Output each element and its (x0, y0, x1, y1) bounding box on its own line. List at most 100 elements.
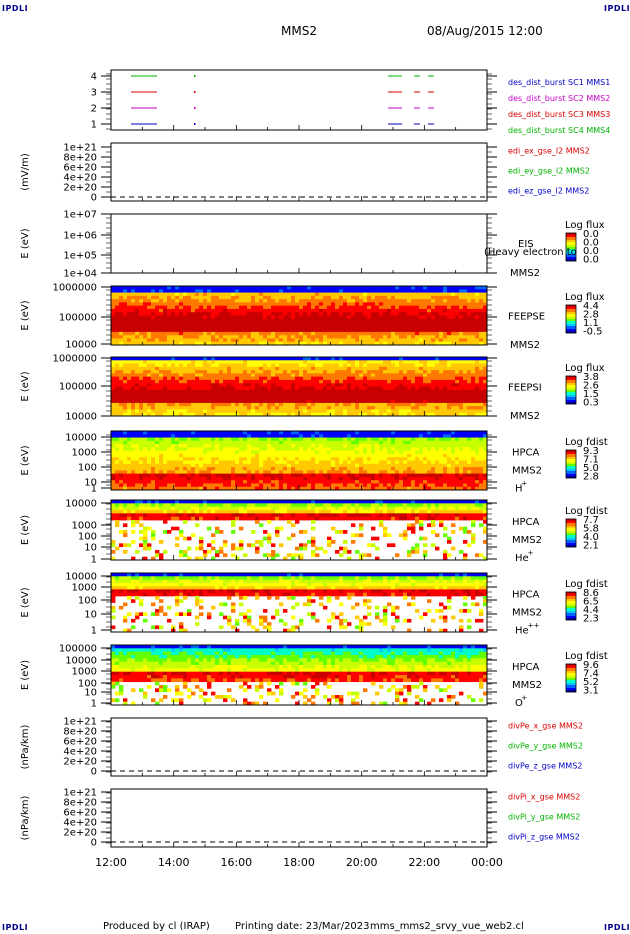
instrument-label: FEEPSE (508, 312, 545, 323)
xtick-label: 18:00 (283, 856, 315, 869)
instrument-label: HPCA (512, 517, 540, 528)
ylabel-feepsi: E (eV) (20, 371, 31, 401)
legend-edi-2: edi_ey_gse_l2 MMS2 (508, 167, 590, 176)
legend-divpi-2: divPi_y_gse MMS2 (508, 813, 580, 822)
legend-divpi-3: divPi_z_gse MMS2 (508, 833, 580, 842)
xtick-label: 22:00 (408, 856, 440, 869)
ytick-label-hpca-hepp: 10000 (65, 572, 97, 583)
ytick-label-hpca-hepp: 10 (84, 610, 97, 621)
ytick-label-burst: 1 (91, 120, 97, 131)
panel-hpca-h (101, 430, 577, 491)
instrument-sublabel: (Heavy electron to (484, 247, 577, 258)
corner-label-top-left: IPDLI (2, 4, 29, 13)
ytick-label-hpca-h: 100 (78, 463, 97, 474)
colorbar-tick-eis: 0.0 (583, 246, 599, 257)
ytick-label-divpi: 6e+20 (63, 808, 97, 819)
ytick-label-divpe: 0 (91, 767, 97, 778)
ytick-label-hpca-o: 100 (78, 679, 97, 690)
colorbar-tick-feepsi: 3.8 (583, 372, 599, 383)
species-charge: + (528, 549, 534, 557)
ylabel-hpca-hepp: E (eV) (20, 587, 31, 617)
ytick-label-hpca-hepp: 100 (78, 596, 97, 607)
ytick-label-hpca-hepp: 1000 (72, 583, 97, 594)
colorbar-title-hpca-h: Log fdist (565, 437, 608, 448)
legend-divpe-1: divPe_x_gse MMS2 (508, 722, 583, 731)
ytick-label-feepsi: 100000 (59, 382, 97, 393)
colorbar-tick-hpca-o: 3.1 (583, 686, 599, 697)
legend-burst-4: des_dist_burst SC4 MMS4 (508, 126, 610, 135)
colorbar-tick-hpca-h: 5.0 (583, 463, 599, 474)
panel-feepsi (101, 356, 577, 417)
colorbar-tick-hpca-he: 2.1 (583, 541, 599, 552)
ytick-label-feepse: 100000 (59, 313, 97, 324)
ytick-label-divpe: 8e+20 (63, 727, 97, 738)
xtick-label: 12:00 (95, 856, 127, 869)
ytick-label-feepsi: 10000 (65, 412, 97, 423)
legend-divpe-3: divPe_z_gse MMS2 (508, 762, 582, 771)
colorbar-title-feepse: Log flux (565, 292, 605, 303)
xtick-label: 14:00 (158, 856, 190, 869)
ytick-label-divpe: 4e+20 (63, 747, 97, 758)
colorbar-title-hpca-hepp: Log fdist (565, 579, 608, 590)
colorbar-title-hpca-he: Log fdist (565, 506, 608, 517)
date-title: 08/Aug/2015 12:00 (427, 24, 543, 38)
ylabel-divpe: (nPa/km) (20, 725, 31, 770)
spacecraft-label: MMS2 (510, 411, 540, 422)
colorbar-tick-hpca-he: 5.8 (583, 524, 599, 535)
ytick-label-burst: 2 (91, 104, 97, 115)
instrument-label: EIS (518, 239, 534, 250)
ytick-label-eis: 1e+06 (63, 231, 97, 242)
legend-burst-3: des_dist_burst SC3 MMS3 (508, 110, 610, 119)
ytick-label-feepsi: 1000000 (52, 354, 97, 365)
footer-produced: Produced by cl (IRAP) (103, 921, 210, 932)
ytick-label-burst: 3 (91, 88, 97, 99)
ytick-label-divpi: 2e+20 (63, 828, 97, 839)
ytick-label-edi: 8e+20 (63, 153, 97, 164)
colorbar-tick-eis: 0.0 (583, 238, 599, 249)
xtick-label: 16:00 (220, 856, 252, 869)
ytick-label-hpca-he: 100 (78, 532, 97, 543)
ytick-label-hpca-he: 1 (91, 555, 97, 566)
ylabel-hpca-o: E (eV) (20, 660, 31, 690)
colorbar-tick-hpca-he: 7.7 (583, 515, 599, 526)
colorbar-tick-hpca-hepp: 8.6 (583, 588, 599, 599)
species-label: He (515, 553, 529, 564)
colorbar-tick-feepsi: 2.6 (583, 381, 599, 392)
ytick-label-hpca-he: 10 (84, 543, 97, 554)
legend-divpe-2: divPe_y_gse MMS2 (508, 742, 583, 751)
colorbar-tick-hpca-he: 4.0 (583, 532, 599, 543)
colorbar-tick-hpca-h: 9.3 (583, 446, 599, 457)
colorbar-title-feepsi: Log flux (565, 363, 605, 374)
ylabel-feepse: E (eV) (20, 300, 31, 330)
ytick-label-divpi: 4e+20 (63, 818, 97, 829)
species-charge: ++ (528, 622, 540, 630)
ylabel-divpi: (nPa/km) (20, 796, 31, 841)
colorbar-tick-feepse: 2.8 (583, 310, 599, 321)
instrument-label: HPCA (512, 590, 540, 601)
ytick-label-eis: 1e+05 (63, 251, 97, 262)
colorbar-tick-hpca-o: 9.6 (583, 660, 599, 671)
colorbar-tick-hpca-h: 2.8 (583, 472, 599, 483)
spacecraft-label: MMS2 (512, 680, 542, 691)
legend-burst-2: des_dist_burst SC2 MMS2 (508, 94, 610, 103)
corner-label-bottom-left: IPDLI (2, 923, 29, 932)
colorbar-tick-hpca-o: 5.2 (583, 677, 599, 688)
ylabel-hpca-he: E (eV) (20, 515, 31, 545)
species-label: He (515, 626, 529, 637)
colorbar-tick-hpca-hepp: 6.5 (583, 597, 599, 608)
ytick-label-divpe: 1e+21 (63, 717, 97, 728)
colorbar-tick-hpca-hepp: 2.3 (583, 614, 599, 625)
footer-script: mms_mms2_srvy_vue_web2.cl (370, 921, 524, 932)
ytick-label-hpca-o: 1000 (72, 667, 97, 678)
colorbar-title-eis: Log flux (565, 220, 605, 231)
panel-eis (101, 213, 577, 274)
colorbar-tick-eis: 0.0 (583, 255, 599, 266)
legend-edi-1: edi_ex_gse_l2 MMS2 (508, 147, 590, 156)
spacecraft-title: MMS2 (281, 24, 317, 38)
ytick-label-hpca-o: 1 (91, 699, 97, 710)
spacecraft-label: MMS2 (510, 268, 540, 279)
ytick-label-feepse: 10000 (65, 340, 97, 351)
ytick-label-edi: 6e+20 (63, 163, 97, 174)
panel-feepse (101, 285, 577, 346)
colorbar-tick-feepsi: 1.5 (583, 389, 599, 400)
